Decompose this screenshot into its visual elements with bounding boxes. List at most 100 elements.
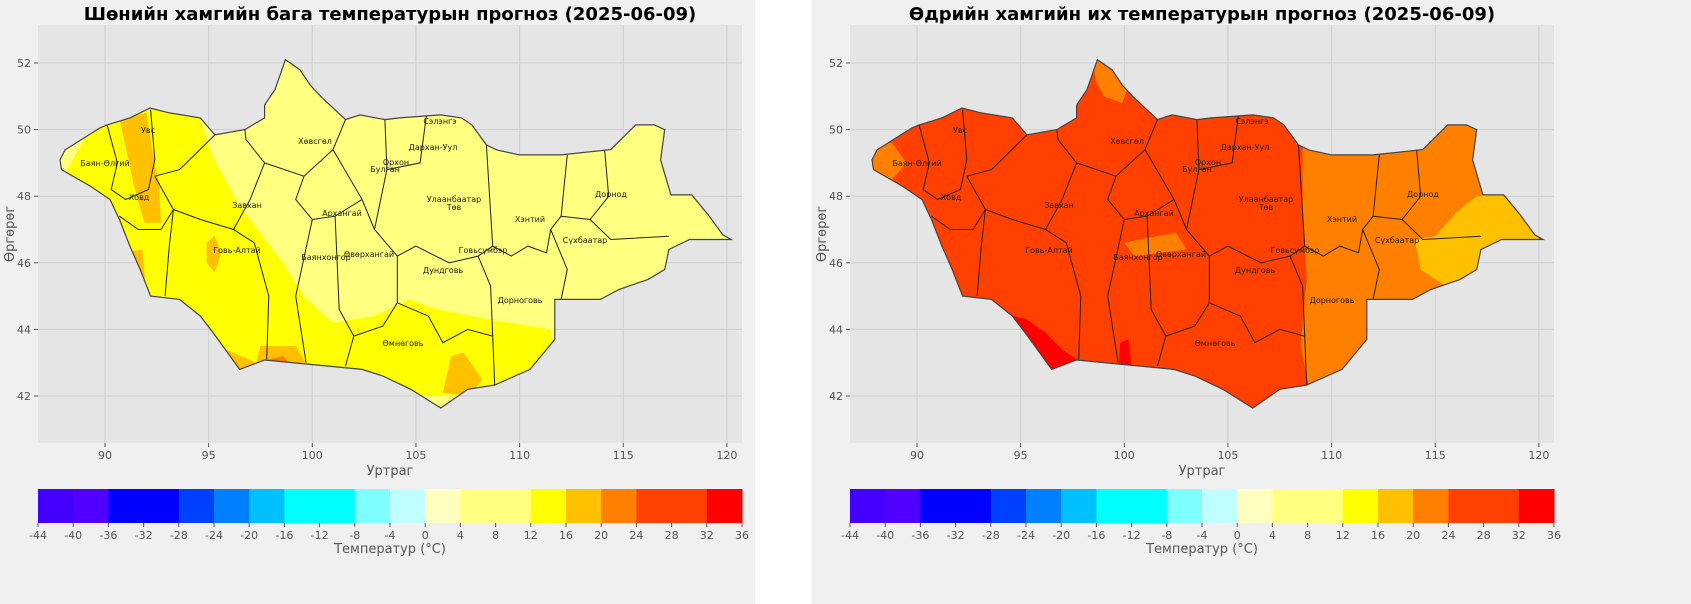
x-tick-label: 95 xyxy=(202,449,216,462)
colorbar-tick-label: 16 xyxy=(559,529,573,542)
temperature-contour-region xyxy=(206,236,222,273)
province-label: Говь-Алтай xyxy=(213,246,260,255)
province-border xyxy=(1401,149,1422,220)
x-axis-label: Уртраг xyxy=(1179,464,1226,479)
colorbar-tick-label: 12 xyxy=(1336,529,1350,542)
province-label: Увс xyxy=(141,126,155,135)
province-label: Төв xyxy=(1258,203,1274,212)
province-border xyxy=(976,209,986,297)
province-label: Дархан-Уул xyxy=(1221,143,1270,152)
y-tick-label: 50 xyxy=(17,124,31,137)
colorbar-segment xyxy=(601,489,637,523)
colorbar-tick-label: -8 xyxy=(349,529,360,542)
y-tick-label: 50 xyxy=(829,124,843,137)
province-label: Увс xyxy=(953,126,967,135)
province-label: Төв xyxy=(446,203,462,212)
colorbar-tick-label: -44 xyxy=(29,529,47,542)
province-label: Баян-Өлгий xyxy=(80,159,129,168)
colorbar-tick-label: -20 xyxy=(240,529,258,542)
colorbar-segment xyxy=(1237,489,1273,523)
province-label: Хөвсгөл xyxy=(1110,137,1144,146)
province-border xyxy=(397,302,496,386)
x-tick-label: 120 xyxy=(716,449,737,462)
y-tick-label: 52 xyxy=(829,57,843,70)
x-axis-label: Уртраг xyxy=(367,464,414,479)
colorbar-segment xyxy=(1413,489,1449,523)
colorbar-tick-label: -40 xyxy=(876,529,894,542)
colorbar-label: Температур (°C) xyxy=(1145,542,1258,557)
colorbar-segment xyxy=(1448,489,1520,523)
province-border xyxy=(106,109,156,201)
province-border xyxy=(397,144,494,264)
temperature-contour-region xyxy=(1414,192,1543,287)
colorbar-segment xyxy=(249,489,285,523)
colorbar-segment xyxy=(1096,489,1168,523)
province-border xyxy=(477,255,494,337)
x-tick-label: 90 xyxy=(910,449,924,462)
map-title: Өдрийн хамгийн их температурын прогноз (… xyxy=(909,4,1495,25)
province-label: Завхан xyxy=(1044,201,1074,210)
colorbar-segment xyxy=(1061,489,1097,523)
province-label: Баянхонгор xyxy=(301,253,350,262)
province-label: Өмнөговь xyxy=(1195,339,1236,348)
x-tick-label: 110 xyxy=(1321,449,1342,462)
colorbar-segment xyxy=(460,489,532,523)
colorbar-segment xyxy=(178,489,215,523)
colorbar-segment xyxy=(566,489,602,523)
province-label: Баян-Өлгий xyxy=(892,159,941,168)
province-label: Сэлэнгэ xyxy=(1235,117,1268,126)
province-label: Говьсүмбэр xyxy=(459,246,508,255)
colorbar-tick-label: 4 xyxy=(1269,529,1276,542)
y-tick-label: 42 xyxy=(17,390,31,403)
province-border xyxy=(154,134,216,177)
temperature-field-base xyxy=(872,59,1543,408)
colorbar-tick-label: -8 xyxy=(1161,529,1172,542)
province-border xyxy=(334,216,355,367)
colorbar-tick-label: -16 xyxy=(275,529,293,542)
colorbar-tick-label: -28 xyxy=(982,529,1000,542)
colorbar-tick-label: 0 xyxy=(1234,529,1241,542)
colorbar-tick-label: -36 xyxy=(99,529,117,542)
colorbar-tick-label: 32 xyxy=(1512,529,1526,542)
province-border xyxy=(295,176,375,230)
province-border xyxy=(1107,176,1187,230)
province-label: Хөвсгөл xyxy=(298,137,332,146)
province-border xyxy=(561,215,669,241)
temperature-contour-region xyxy=(119,112,161,223)
colorbar-tick-label: -16 xyxy=(1087,529,1105,542)
province-label: Өвөрхангай xyxy=(344,250,394,259)
province-label: Хэнтий xyxy=(515,215,545,224)
province-label: Өмнөговь xyxy=(383,339,424,348)
province-label: Орхон xyxy=(1195,158,1221,167)
colorbar-tick-label: -24 xyxy=(205,529,223,542)
country-outline xyxy=(59,58,734,409)
panel-divider xyxy=(755,0,812,604)
province-border xyxy=(931,175,986,230)
colorbar-segment xyxy=(706,489,743,523)
colorbar-segment xyxy=(1342,489,1379,523)
temperature-contour-region xyxy=(1124,232,1187,257)
colorbar-segment xyxy=(214,489,250,523)
x-tick-label: 105 xyxy=(405,449,426,462)
min-temperature-map-panel: Шөнийн хамгийн бага температурын прогноз… xyxy=(0,0,755,604)
colorbar-segment xyxy=(1378,489,1414,523)
colorbar-tick-label: -4 xyxy=(1197,529,1208,542)
temperature-contour-region xyxy=(459,162,510,217)
province-label: Булган xyxy=(1182,165,1212,174)
province-border xyxy=(1209,302,1308,386)
y-axis-label: Өргөрөг xyxy=(3,206,18,262)
country-outline xyxy=(871,58,1546,409)
colorbar-segment xyxy=(354,489,391,523)
colorbar-segment xyxy=(73,489,109,523)
colorbar-segment xyxy=(530,489,567,523)
temperature-contour-region xyxy=(442,352,483,396)
colorbar-segment xyxy=(1026,489,1062,523)
province-border xyxy=(1209,144,1306,264)
colorbar-tick-label: 28 xyxy=(1477,529,1491,542)
province-border xyxy=(985,209,1082,360)
colorbar-tick-label: 32 xyxy=(700,529,714,542)
colorbar-segment xyxy=(885,489,921,523)
province-label: Архангай xyxy=(322,209,362,218)
y-tick-label: 46 xyxy=(17,257,31,270)
colorbar-tick-label: -28 xyxy=(170,529,188,542)
